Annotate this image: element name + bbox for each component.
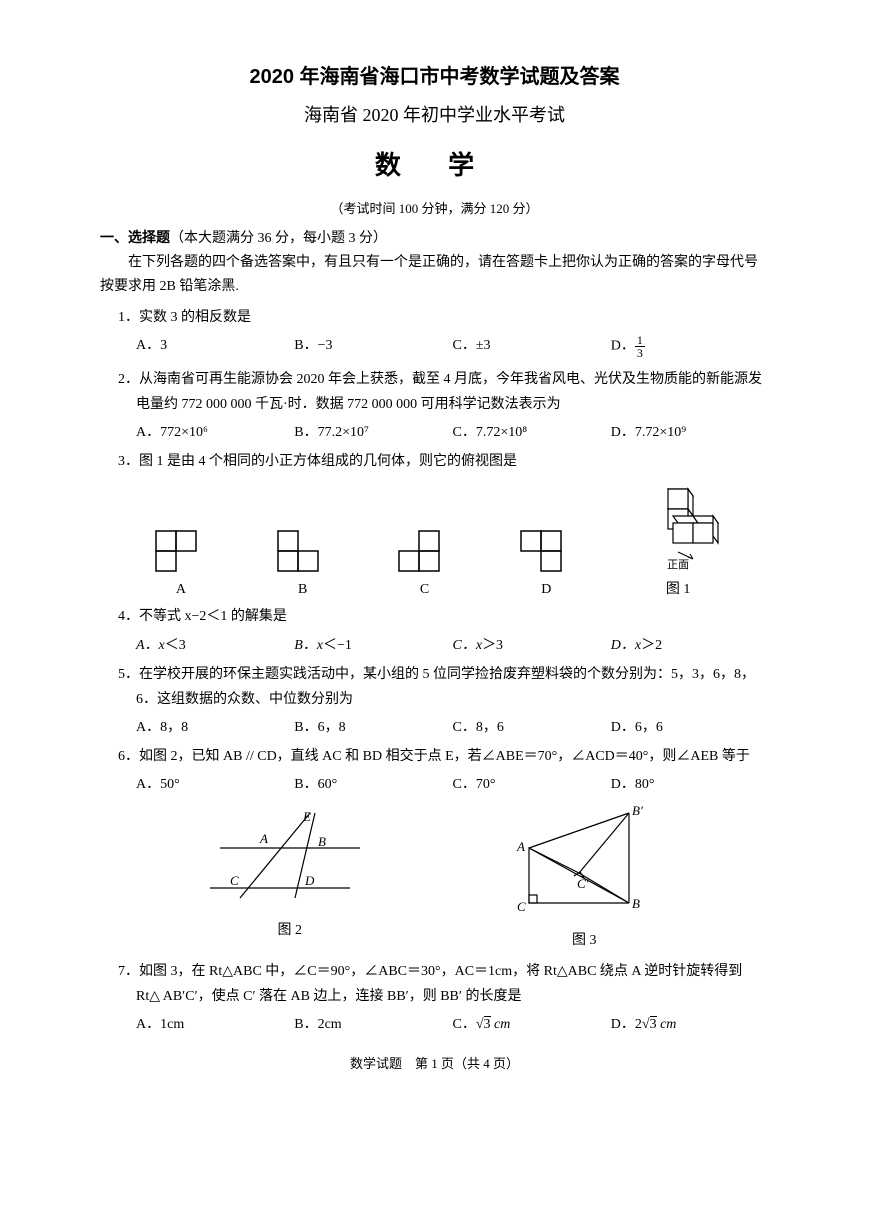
question-3: 3．图 1 是由 4 个相同的小正方体组成的几何体，则它的俯视图是 — [118, 449, 769, 474]
shape-b-icon — [268, 526, 338, 576]
section-name: 选择题 — [128, 229, 170, 245]
shape-d-icon — [511, 526, 581, 576]
triangle-rotation-icon: A B′ B C C′ — [499, 803, 669, 923]
svg-text:A: A — [516, 839, 525, 854]
shape-c-icon — [389, 526, 459, 576]
svg-text:D: D — [304, 873, 315, 888]
svg-text:C: C — [230, 873, 239, 888]
q2-opt-b: B．77.2×10⁷ — [294, 421, 452, 441]
q3-fig-b: B — [268, 526, 338, 598]
q5-opt-d: D．6，6 — [611, 716, 769, 736]
section-heading: 一、选择题（本大题满分 36 分，每小题 3 分） — [100, 227, 769, 247]
q1-opt-c: C．±3 — [453, 334, 611, 359]
svg-text:C′: C′ — [577, 876, 589, 891]
q5-opt-a: A．8，8 — [136, 716, 294, 736]
q6-opt-a: A．50° — [136, 773, 294, 793]
q2-opt-c: C．7.72×10⁸ — [453, 421, 611, 441]
q3-fig-1: 正面 图 1 — [633, 484, 723, 598]
q3-fig-c: C — [389, 526, 459, 598]
question-5-options: A．8，8 B．6，8 C．8，6 D．6，6 — [136, 716, 769, 736]
question-3-figures: A B C D — [120, 484, 749, 598]
section-note: （本大题满分 36 分，每小题 3 分） — [170, 231, 387, 246]
question-4: 4．不等式 x−2＜1 的解集是 — [118, 604, 769, 629]
q1-opt-a: A．3 — [136, 334, 294, 359]
question-2: 2．从海南省可再生能源协会 2020 年会上获悉，截至 4 月底，今年我省风电、… — [118, 367, 769, 417]
q4-opt-b: B．x＜−1 — [294, 634, 452, 654]
q2-opt-d: D．7.72×10⁹ — [611, 421, 769, 441]
svg-text:A: A — [259, 831, 268, 846]
main-title: 2020 年海南省海口市中考数学试题及答案 — [100, 60, 769, 89]
figure-3: A B′ B C C′ 图 3 — [499, 803, 669, 949]
question-6: 6．如图 2，已知 AB // CD，直线 AC 和 BD 相交于点 E，若∠A… — [118, 744, 769, 769]
section-number: 一、 — [100, 229, 128, 245]
q5-opt-c: C．8，6 — [453, 716, 611, 736]
q3-fig-a: A — [146, 526, 216, 598]
svg-text:E: E — [302, 809, 311, 824]
q7-opt-d: D．2√3 cm — [611, 1013, 769, 1033]
question-4-options: A．x＜3 B．x＜−1 C．x＞3 D．x＞2 — [136, 634, 769, 654]
exam-info: （考试时间 100 分钟，满分 120 分） — [100, 198, 769, 217]
parallel-lines-icon: E A B C D — [200, 803, 380, 913]
shape-a-icon — [146, 526, 216, 576]
svg-text:C: C — [517, 899, 526, 914]
subject-title: 数 学 — [100, 145, 769, 182]
q1-opt-b: B．−3 — [294, 334, 452, 359]
svg-text:B: B — [318, 834, 326, 849]
geometry-figures: E A B C D 图 2 A B′ B — [140, 803, 729, 949]
q1-opt-d: D．13 — [611, 334, 769, 359]
page-footer: 数学试题 第 1 页（共 4 页） — [100, 1053, 769, 1072]
q4-opt-c: C．x＞3 — [453, 634, 611, 654]
q4-opt-d: D．x＞2 — [611, 634, 769, 654]
section-instructions: 在下列各题的四个备选答案中，有且只有一个是正确的，请在答题卡上把你认为正确的答案… — [100, 251, 769, 299]
question-1-options: A．3 B．−3 C．±3 D．13 — [136, 334, 769, 359]
q3-fig-d: D — [511, 526, 581, 598]
question-2-options: A．772×10⁶ B．77.2×10⁷ C．7.72×10⁸ D．7.72×1… — [136, 421, 769, 441]
question-7-options: A．1cm B．2cm C．√3 cm D．2√3 cm — [136, 1013, 769, 1033]
svg-text:B: B — [632, 896, 640, 911]
q7-opt-c: C．√3 cm — [453, 1013, 611, 1033]
svg-text:B′: B′ — [632, 803, 643, 818]
q2-opt-a: A．772×10⁶ — [136, 421, 294, 441]
sub-title: 海南省 2020 年初中学业水平考试 — [100, 101, 769, 127]
cube-3d-icon — [633, 484, 723, 564]
figure-2: E A B C D 图 2 — [200, 803, 380, 949]
q5-opt-b: B．6，8 — [294, 716, 452, 736]
q7-opt-a: A．1cm — [136, 1013, 294, 1033]
q7-opt-b: B．2cm — [294, 1013, 452, 1033]
question-6-options: A．50° B．60° C．70° D．80° — [136, 773, 769, 793]
question-5: 5．在学校开展的环保主题实践活动中，某小组的 5 位同学捡拾废弃塑料袋的个数分别… — [118, 662, 769, 712]
q6-opt-c: C．70° — [453, 773, 611, 793]
q4-opt-a: A．x＜3 — [136, 634, 294, 654]
q6-opt-d: D．80° — [611, 773, 769, 793]
q6-opt-b: B．60° — [294, 773, 452, 793]
question-7: 7．如图 3，在 Rt△ABC 中，∠C＝90°，∠ABC＝30°，AC＝1cm… — [118, 959, 769, 1009]
front-label: 正面 — [633, 556, 723, 572]
question-1: 1．实数 3 的相反数是 — [118, 305, 769, 330]
